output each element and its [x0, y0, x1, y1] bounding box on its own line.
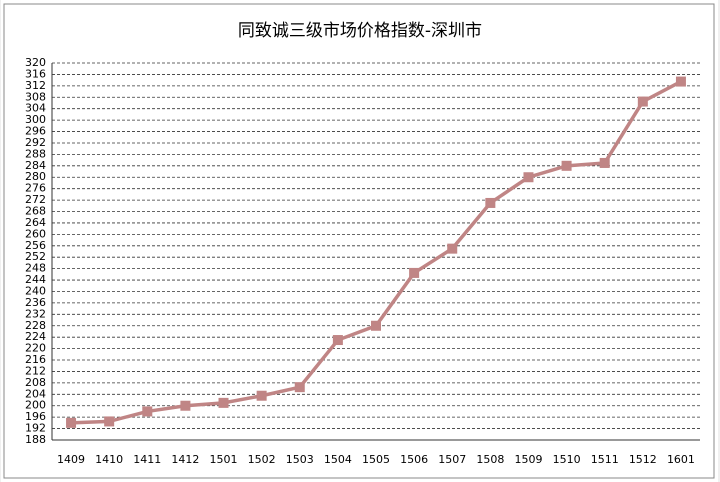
y-tick-label: 192 — [25, 422, 46, 435]
x-tick-label: 1502 — [248, 453, 276, 466]
y-tick-label: 256 — [25, 239, 46, 252]
data-marker — [294, 382, 305, 393]
y-tick-label: 212 — [25, 364, 46, 377]
data-marker — [599, 157, 610, 168]
x-tick-label: 1412 — [171, 453, 199, 466]
data-marker — [218, 397, 229, 408]
y-tick-label: 248 — [25, 262, 46, 275]
data-marker — [104, 416, 115, 427]
data-marker — [332, 335, 343, 346]
y-tick-label: 220 — [25, 342, 46, 355]
data-marker — [409, 267, 420, 278]
y-tick-label: 244 — [25, 273, 46, 286]
y-tick-label: 272 — [25, 193, 46, 206]
y-tick-label: 292 — [25, 136, 46, 149]
data-marker — [66, 417, 77, 428]
y-tick-label: 200 — [25, 399, 46, 412]
x-tick-label: 1507 — [438, 453, 466, 466]
x-tick-label: 1504 — [324, 453, 352, 466]
x-tick-label: 1509 — [514, 453, 542, 466]
y-tick-label: 276 — [25, 182, 46, 195]
chart-frame — [3, 3, 715, 479]
y-tick-label: 204 — [25, 387, 46, 400]
y-tick-label: 236 — [25, 296, 46, 309]
x-tick-label: 1411 — [133, 453, 161, 466]
y-tick-label: 280 — [25, 170, 46, 183]
y-tick-label: 252 — [25, 250, 46, 263]
x-tick-label: 1409 — [57, 453, 85, 466]
data-marker — [561, 160, 572, 171]
x-tick-label: 1511 — [591, 453, 619, 466]
y-tick-label: 232 — [25, 307, 46, 320]
data-marker — [675, 76, 686, 87]
y-tick-label: 240 — [25, 284, 46, 297]
data-marker — [637, 96, 648, 107]
y-tick-label: 208 — [25, 376, 46, 389]
y-tick-label: 284 — [25, 159, 46, 172]
y-tick-label: 296 — [25, 125, 46, 138]
data-marker — [256, 390, 267, 401]
y-tick-label: 228 — [25, 319, 46, 332]
y-tick-label: 268 — [25, 205, 46, 218]
x-tick-label: 1512 — [629, 453, 657, 466]
data-marker — [447, 243, 458, 254]
x-tick-label: 1510 — [553, 453, 581, 466]
data-marker — [142, 406, 153, 417]
x-tick-label: 1601 — [667, 453, 695, 466]
x-tick-label: 1506 — [400, 453, 428, 466]
data-marker — [371, 320, 381, 331]
data-marker — [485, 197, 496, 208]
y-tick-label: 300 — [25, 113, 46, 126]
x-tick-label: 1508 — [476, 453, 504, 466]
x-tick-label: 1410 — [95, 453, 123, 466]
y-tick-label: 216 — [25, 353, 46, 366]
y-tick-label: 260 — [25, 227, 46, 240]
y-tick-label: 308 — [25, 90, 46, 103]
chart-title: 同致诚三级市场价格指数-深圳市 — [238, 21, 482, 41]
y-tick-label: 288 — [25, 147, 46, 160]
data-marker — [523, 172, 534, 183]
y-tick-label: 196 — [25, 410, 46, 423]
y-tick-label: 224 — [25, 330, 46, 343]
x-tick-label: 1505 — [362, 453, 390, 466]
y-tick-label: 316 — [25, 67, 46, 80]
y-tick-label: 320 — [25, 56, 46, 69]
y-tick-label: 188 — [25, 433, 46, 446]
x-tick-label: 1503 — [286, 453, 314, 466]
x-tick-label: 1501 — [210, 453, 238, 466]
y-tick-label: 312 — [25, 79, 46, 92]
y-tick-label: 304 — [25, 102, 46, 115]
data-marker — [180, 400, 191, 411]
y-tick-label: 264 — [25, 216, 46, 229]
